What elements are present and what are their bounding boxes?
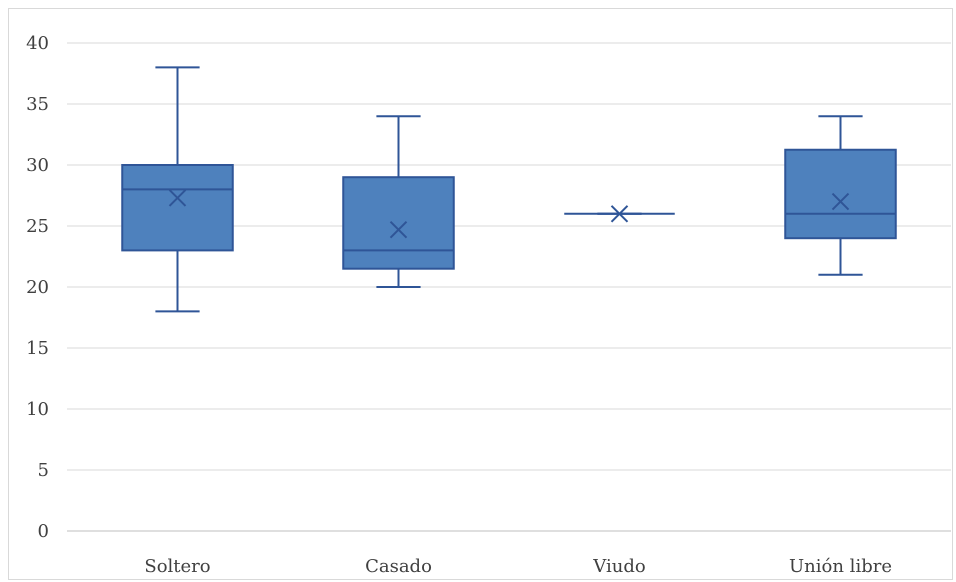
iqr-box <box>121 164 234 252</box>
x-category-label: Unión libre <box>789 556 892 577</box>
y-tick-label: 35 <box>26 94 49 115</box>
chart-frame <box>8 8 953 580</box>
y-tick-label: 15 <box>26 338 49 359</box>
mean-marker <box>610 205 629 223</box>
iqr-box <box>342 176 455 270</box>
iqr-box <box>784 148 897 240</box>
mean-marker <box>831 192 850 211</box>
y-tick-label: 25 <box>26 216 49 237</box>
x-category-label: Viudo <box>592 556 645 577</box>
x-category-label: Soltero <box>144 556 210 577</box>
mean-marker <box>389 220 408 239</box>
y-tick-label: 20 <box>26 277 49 298</box>
y-tick-label: 5 <box>38 460 49 481</box>
x-category-label: Casado <box>365 556 432 577</box>
mean-marker <box>168 189 187 207</box>
y-tick-label: 30 <box>26 155 49 176</box>
y-tick-label: 10 <box>26 399 49 420</box>
y-tick-label: 40 <box>26 33 49 54</box>
y-tick-label: 0 <box>38 521 49 542</box>
